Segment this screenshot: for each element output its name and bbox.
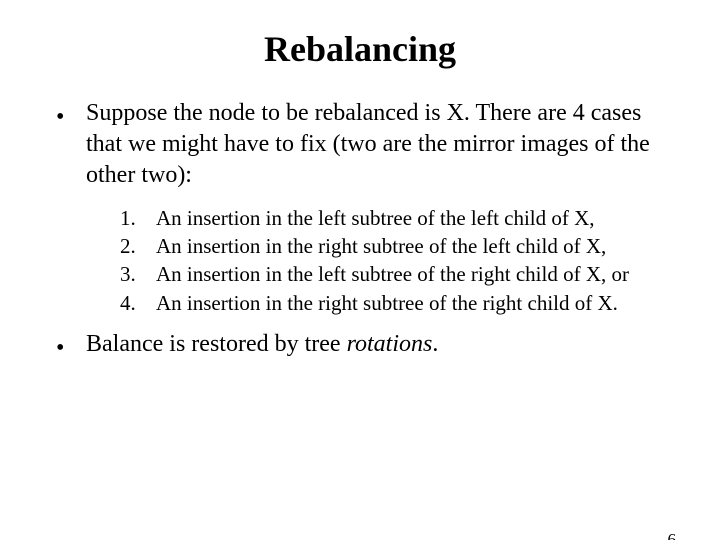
list-item: 3. An insertion in the left subtree of t… (120, 260, 664, 288)
text-run: . (432, 331, 438, 357)
list-text: An insertion in the left subtree of the … (156, 204, 664, 232)
list-item: 4. An insertion in the right subtree of … (120, 289, 664, 317)
text-run: Balance is restored by tree (86, 331, 347, 357)
list-text: An insertion in the right subtree of the… (156, 232, 664, 260)
list-text: An insertion in the left subtree of the … (156, 260, 664, 288)
bullet-list: • Balance is restored by tree rotations. (56, 329, 664, 364)
list-item: 1. An insertion in the left subtree of t… (120, 204, 664, 232)
slide-title: Rebalancing (0, 28, 720, 70)
bullet-item: • Balance is restored by tree rotations. (56, 329, 664, 364)
list-item: 2. An insertion in the right subtree of … (120, 232, 664, 260)
text-italic: rotations (347, 331, 433, 357)
bullet-text: Balance is restored by tree rotations. (86, 329, 664, 360)
list-text: An insertion in the right subtree of the… (156, 289, 664, 317)
numbered-list: 1. An insertion in the left subtree of t… (120, 204, 664, 317)
list-number: 1. (120, 204, 156, 232)
list-number: 4. (120, 289, 156, 317)
bullet-text: Suppose the node to be rebalanced is X. … (86, 98, 664, 192)
list-number: 3. (120, 260, 156, 288)
bullet-item: • Suppose the node to be rebalanced is X… (56, 98, 664, 192)
slide: Rebalancing • Suppose the node to be reb… (0, 28, 720, 540)
bullet-marker-icon: • (56, 329, 86, 364)
bullet-list: • Suppose the node to be rebalanced is X… (56, 98, 664, 192)
page-number: 6 (668, 530, 677, 540)
list-number: 2. (120, 232, 156, 260)
bullet-marker-icon: • (56, 98, 86, 133)
